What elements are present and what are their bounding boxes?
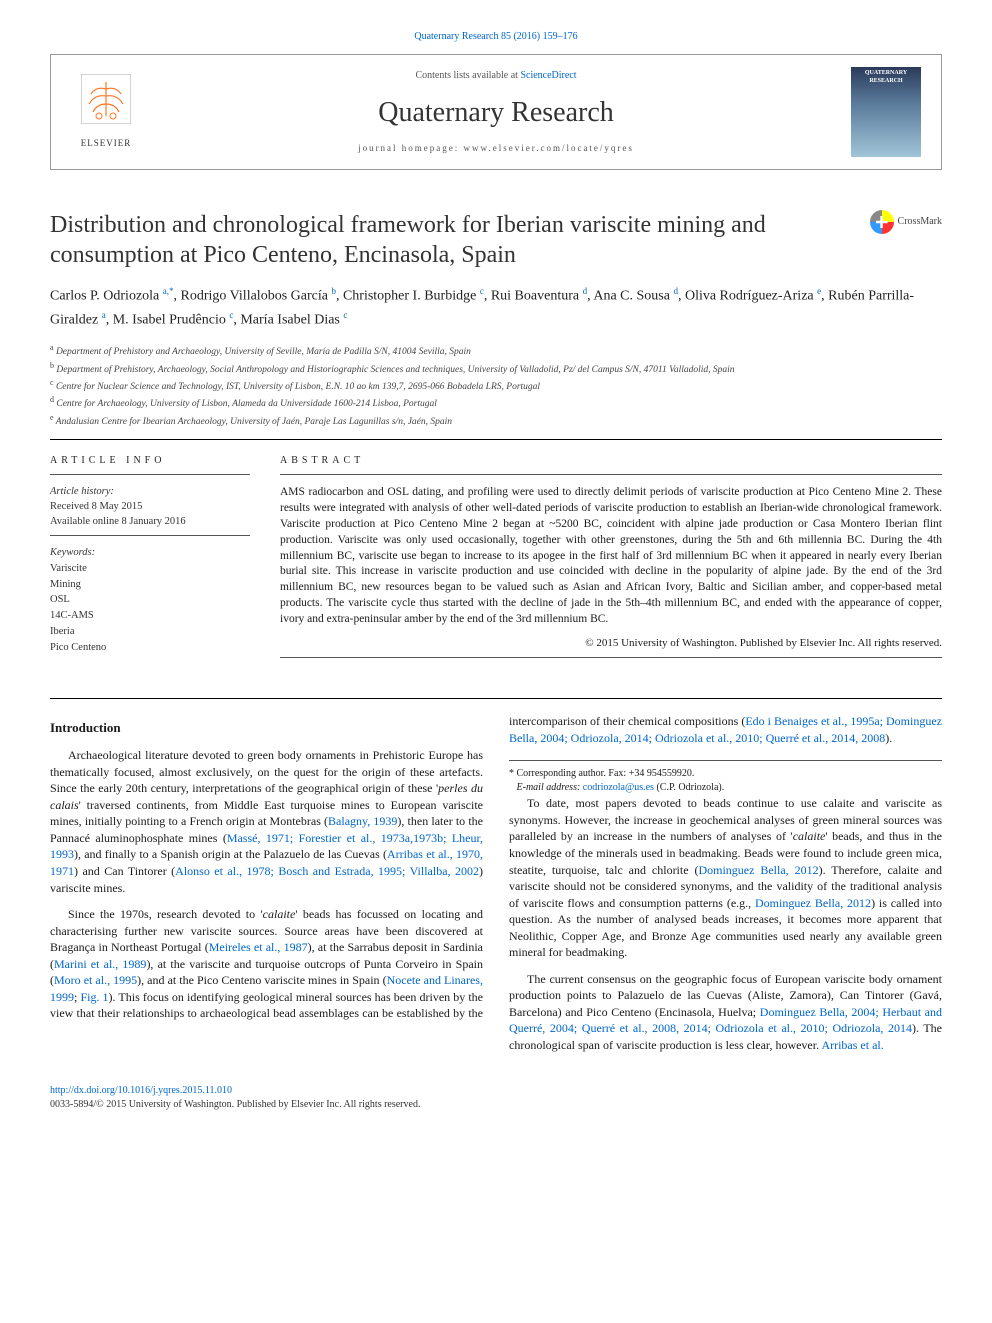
keyword: Pico Centeno: [50, 640, 250, 656]
citation-link[interactable]: Arribas et al.: [821, 1038, 883, 1052]
author-aff-sup: d: [583, 286, 588, 296]
author-aff-sup: c: [480, 286, 484, 296]
aff-key: a: [50, 343, 54, 352]
keyword: Variscite: [50, 561, 250, 577]
journal-homepage-line: journal homepage: www.elsevier.com/locat…: [141, 142, 851, 155]
author-aff-sup: b: [331, 286, 336, 296]
text-run: ) and Can Tintorer (: [74, 864, 175, 878]
author-aff-sup: a,*: [163, 286, 174, 296]
affiliations-list: a Department of Prehistory and Archaeolo…: [50, 342, 942, 429]
keyword: Iberia: [50, 624, 250, 640]
journal-issue-link[interactable]: Quaternary Research 85 (2016) 159–176: [414, 31, 577, 42]
author-name: Rui Boaventura: [491, 289, 579, 304]
crossmark-label: CrossMark: [898, 215, 942, 229]
text-run: Since the 1970s, research devoted to ': [68, 907, 263, 921]
author-name: María Isabel Dias: [240, 313, 340, 328]
abstract-copyright: © 2015 University of Washington. Publish…: [280, 636, 942, 651]
author-aff-sup: c: [229, 310, 233, 320]
journal-header: ELSEVIER Contents lists available at Sci…: [50, 54, 942, 170]
elsevier-tree-icon: [71, 74, 141, 137]
corr-label: Corresponding author. Fax:: [517, 768, 629, 779]
contents-available-line: Contents lists available at ScienceDirec…: [141, 69, 851, 83]
corr-star: *: [509, 768, 514, 779]
elsevier-brand-text: ELSEVIER: [71, 137, 141, 150]
contents-prefix: Contents lists available at: [415, 70, 520, 81]
keyword: Mining: [50, 577, 250, 593]
citation-link[interactable]: Moro et al., 1995: [54, 973, 137, 987]
citation-link[interactable]: Alonso et al., 1978; Bosch and Estrada, …: [175, 864, 479, 878]
aff-text: Andalusian Centre for Ibearian Archaeolo…: [56, 417, 452, 427]
homepage-url[interactable]: www.elsevier.com/locate/yqres: [464, 143, 634, 153]
keywords-label: Keywords:: [50, 546, 250, 561]
available-date: Available online 8 January 2016: [50, 515, 250, 530]
sciencedirect-link[interactable]: ScienceDirect: [520, 70, 576, 81]
crossmark-icon: [870, 210, 894, 234]
author-name: Ana C. Sousa: [593, 289, 670, 304]
doi-link[interactable]: http://dx.doi.org/10.1016/j.yqres.2015.1…: [50, 1085, 232, 1096]
keyword: OSL: [50, 592, 250, 608]
divider: [280, 657, 942, 658]
text-run: ), and finally to a Spanish origin at th…: [74, 847, 387, 861]
citation-link[interactable]: Balagny, 1939: [328, 814, 397, 828]
crossmark-badge[interactable]: CrossMark: [870, 210, 942, 234]
elsevier-logo: ELSEVIER: [71, 74, 141, 150]
text-run: ).: [885, 731, 892, 745]
corr-fax: +34 954559920.: [629, 768, 695, 779]
corr-email-link[interactable]: codriozola@us.es: [583, 782, 654, 793]
author-aff-sup: c: [343, 310, 347, 320]
aff-text: Department of Prehistory and Archaeology…: [56, 347, 471, 357]
aff-text: Department of Prehistory, Archaeology, S…: [56, 365, 734, 375]
aff-key: d: [50, 395, 54, 404]
author-aff-sup: d: [673, 286, 678, 296]
author-name: Rodrigo Villalobos García: [181, 289, 328, 304]
text-run: ), and at the Pico Centeno variscite min…: [137, 973, 386, 987]
divider: [50, 535, 250, 536]
issn-copyright-line: 0033-5894/© 2015 University of Washingto…: [50, 1098, 942, 1112]
aff-text: Centre for Archaeology, University of Li…: [56, 399, 437, 409]
body-paragraph: Archaeological literature devoted to gre…: [50, 747, 483, 896]
author-name: Oliva Rodríguez-Ariza: [685, 289, 814, 304]
author-aff-sup: e: [817, 286, 821, 296]
article-info-heading: ARTICLE INFO: [50, 454, 250, 468]
divider: [50, 698, 942, 699]
author-name: Christopher I. Burbidge: [343, 289, 476, 304]
received-date: Received 8 May 2015: [50, 500, 250, 515]
citation-link[interactable]: Dominguez Bella, 2012: [698, 863, 818, 877]
corr-tail: (C.P. Odriozola).: [654, 782, 724, 793]
page-footer: http://dx.doi.org/10.1016/j.yqres.2015.1…: [50, 1084, 942, 1112]
corresponding-author-box: * Corresponding author. Fax: +34 9545599…: [509, 760, 942, 795]
body-paragraph: To date, most papers devoted to beads co…: [509, 795, 942, 960]
abstract-heading: ABSTRACT: [280, 454, 942, 468]
abstract-text: AMS radiocarbon and OSL dating, and prof…: [280, 485, 942, 628]
journal-name: Quaternary Research: [141, 93, 851, 132]
text-run: Archaeological literature devoted to gre…: [50, 748, 483, 795]
article-title: Distribution and chronological framework…: [50, 210, 942, 270]
italic-term: calaite: [263, 907, 296, 921]
authors-list: Carlos P. Odriozola a,*, Rodrigo Villalo…: [50, 284, 942, 332]
journal-cover-thumb: QUATERNARY RESEARCH: [851, 67, 921, 157]
cover-title-text: QUATERNARY RESEARCH: [853, 69, 919, 86]
history-label: Article history:: [50, 485, 250, 500]
homepage-prefix: journal homepage:: [358, 143, 463, 153]
author-name: Carlos P. Odriozola: [50, 289, 159, 304]
body-paragraph: The current consensus on the geographic …: [509, 971, 942, 1054]
author-name: M. Isabel Prudêncio: [113, 313, 226, 328]
italic-term: calaite: [793, 829, 826, 843]
aff-key: e: [50, 413, 54, 422]
aff-key: b: [50, 361, 54, 370]
citation-link[interactable]: Meireles et al., 1987: [209, 940, 308, 954]
citation-link[interactable]: Dominguez Bella, 2012: [755, 896, 871, 910]
section-heading-introduction: Introduction: [50, 719, 483, 737]
aff-text: Centre for Nuclear Science and Technolog…: [56, 382, 540, 392]
keyword: 14C-AMS: [50, 608, 250, 624]
corr-email-label: E-mail address:: [517, 782, 583, 793]
aff-key: c: [50, 378, 54, 387]
author-aff-sup: a: [102, 310, 106, 320]
divider: [50, 439, 942, 440]
figure-link[interactable]: Fig. 1: [80, 990, 108, 1004]
article-body: Introduction Archaeological literature d…: [50, 713, 942, 1053]
divider: [280, 474, 942, 475]
divider: [50, 474, 250, 475]
citation-link[interactable]: Marini et al., 1989: [54, 957, 146, 971]
